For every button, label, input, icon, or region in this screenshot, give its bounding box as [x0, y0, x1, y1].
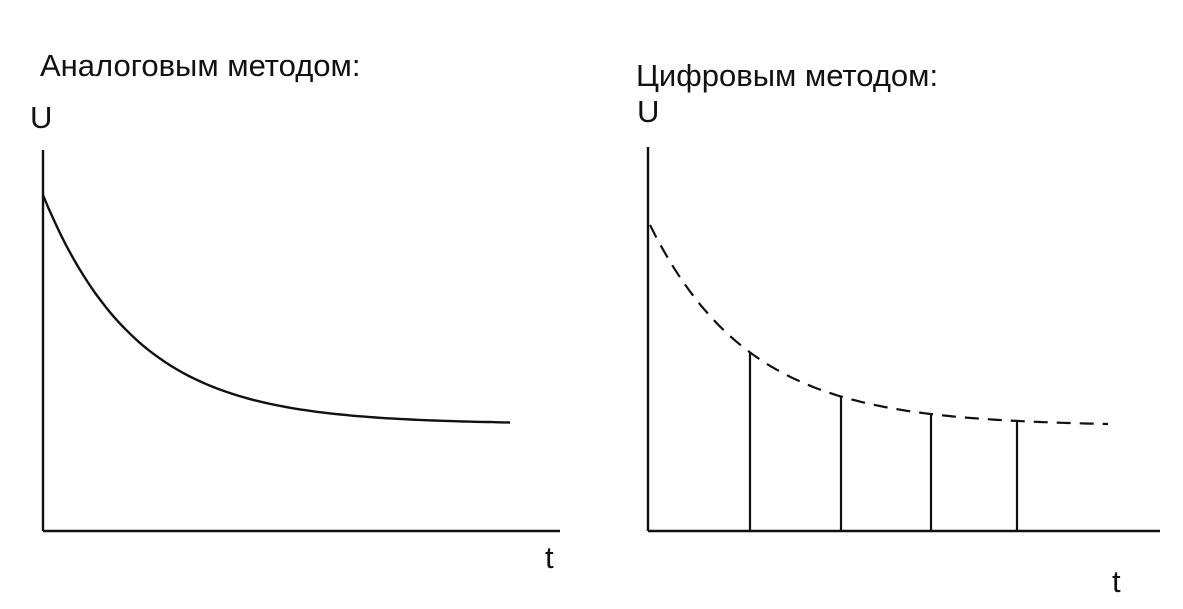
digital-panel: Цифровым методом: U t [636, 58, 1160, 599]
analog-panel: Аналоговым методом: U t [30, 48, 560, 575]
digital-title: Цифровым методом: [636, 58, 938, 93]
analog-decay-curve [41, 194, 511, 424]
analog-title: Аналоговым методом: [40, 48, 360, 83]
digital-x-axis-label: t [1112, 564, 1121, 599]
digital-samples [748, 352, 1019, 531]
analog-x-axis-label: t [545, 540, 554, 575]
digital-dashed-envelope [649, 224, 1109, 426]
digital-y-axis-label: U [637, 94, 659, 129]
analog-y-axis-label: U [30, 100, 52, 135]
